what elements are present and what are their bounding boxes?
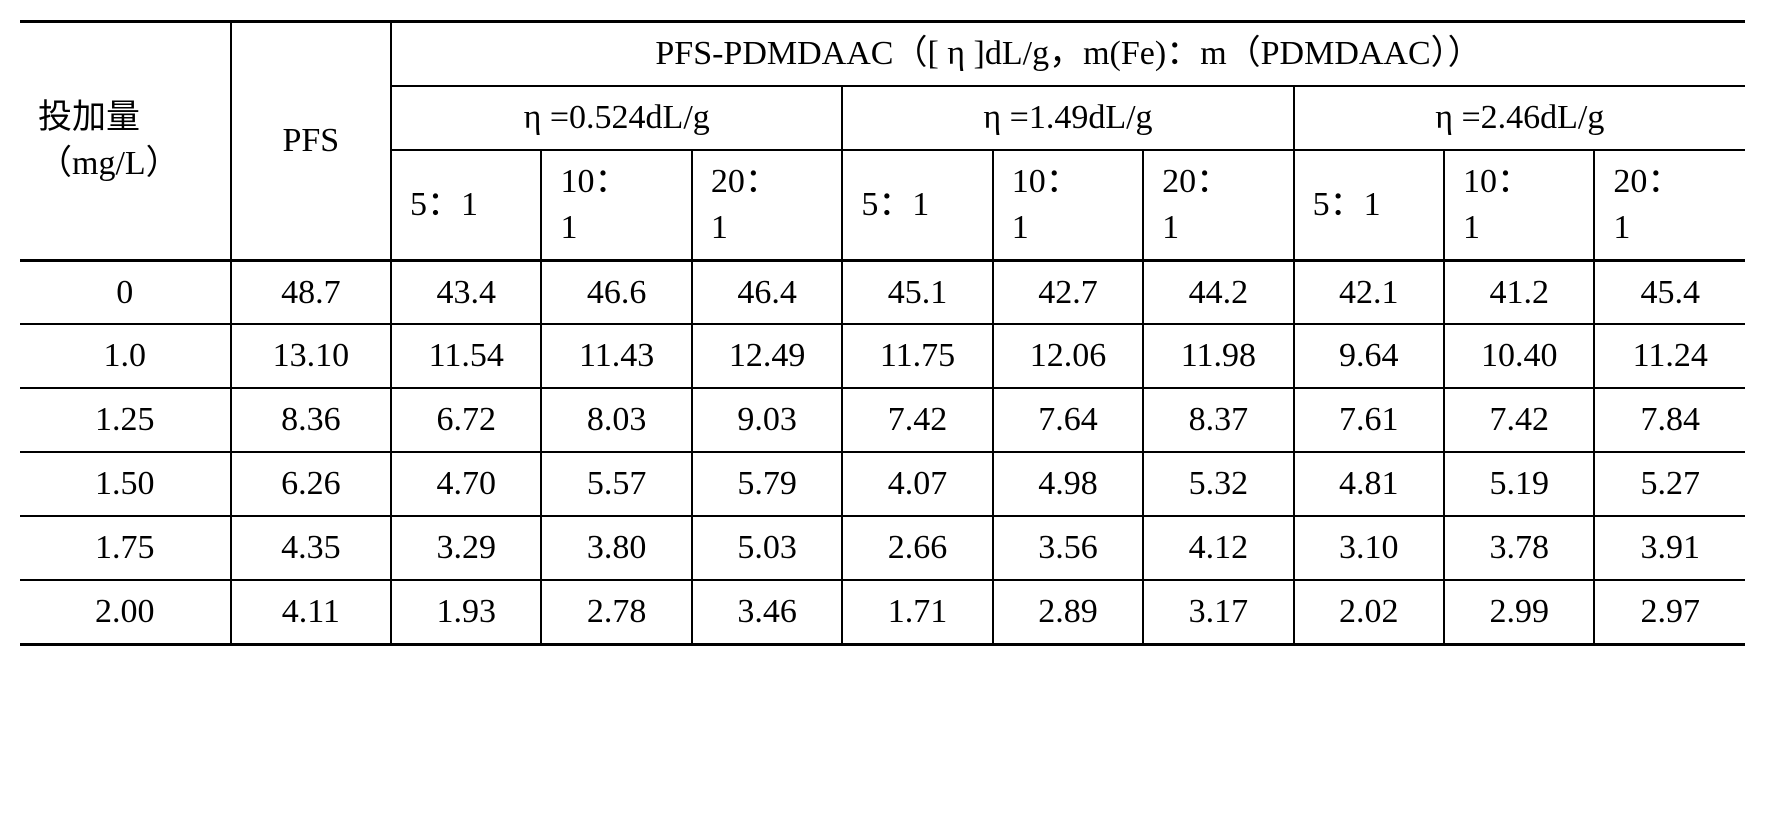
header-eta-0: η =0.524dL/g xyxy=(391,86,842,150)
table-row: 048.743.446.646.445.142.744.242.141.245.… xyxy=(20,260,1745,324)
cell-value: 42.1 xyxy=(1294,260,1444,324)
cell-value: 2.97 xyxy=(1594,580,1745,644)
table-header: 投加量 （mg/L） PFS PFS-PDMDAAC（[ η ]dL/g，m(F… xyxy=(20,22,1745,261)
cell-value: 4.12 xyxy=(1143,516,1293,580)
cell-value: 11.98 xyxy=(1143,324,1293,388)
cell-value: 8.37 xyxy=(1143,388,1293,452)
header-ratio-2-0: 5：1 xyxy=(1294,150,1444,260)
cell-value: 4.07 xyxy=(842,452,992,516)
header-eta-1: η =1.49dL/g xyxy=(842,86,1293,150)
cell-value: 2.78 xyxy=(541,580,691,644)
header-eta-2: η =2.46dL/g xyxy=(1294,86,1745,150)
cell-pfs: 8.36 xyxy=(231,388,391,452)
cell-dose: 0 xyxy=(20,260,231,324)
table-body: 048.743.446.646.445.142.744.242.141.245.… xyxy=(20,260,1745,644)
cell-value: 46.6 xyxy=(541,260,691,324)
cell-value: 11.54 xyxy=(391,324,541,388)
cell-dose: 1.0 xyxy=(20,324,231,388)
cell-value: 4.81 xyxy=(1294,452,1444,516)
header-ratio-1-0: 5：1 xyxy=(842,150,992,260)
table-row: 1.258.366.728.039.037.427.648.377.617.42… xyxy=(20,388,1745,452)
cell-value: 3.56 xyxy=(993,516,1143,580)
cell-value: 42.7 xyxy=(993,260,1143,324)
cell-value: 7.84 xyxy=(1594,388,1745,452)
cell-value: 5.19 xyxy=(1444,452,1594,516)
header-ratio-0-2: 20：1 xyxy=(692,150,842,260)
cell-value: 3.10 xyxy=(1294,516,1444,580)
cell-value: 1.71 xyxy=(842,580,992,644)
cell-value: 44.2 xyxy=(1143,260,1293,324)
cell-value: 2.66 xyxy=(842,516,992,580)
cell-value: 2.99 xyxy=(1444,580,1594,644)
cell-value: 3.78 xyxy=(1444,516,1594,580)
cell-value: 2.89 xyxy=(993,580,1143,644)
cell-value: 10.40 xyxy=(1444,324,1594,388)
cell-value: 8.03 xyxy=(541,388,691,452)
cell-dose: 1.25 xyxy=(20,388,231,452)
table-row: 2.004.111.932.783.461.712.893.172.022.99… xyxy=(20,580,1745,644)
header-ratio-2-2: 20：1 xyxy=(1594,150,1745,260)
cell-value: 6.72 xyxy=(391,388,541,452)
cell-pfs: 13.10 xyxy=(231,324,391,388)
cell-value: 3.17 xyxy=(1143,580,1293,644)
cell-value: 9.03 xyxy=(692,388,842,452)
cell-value: 11.24 xyxy=(1594,324,1745,388)
cell-dose: 1.75 xyxy=(20,516,231,580)
cell-value: 7.42 xyxy=(1444,388,1594,452)
cell-value: 43.4 xyxy=(391,260,541,324)
table-row: 1.013.1011.5411.4312.4911.7512.0611.989.… xyxy=(20,324,1745,388)
cell-value: 5.79 xyxy=(692,452,842,516)
header-dose-line1: 投加量 xyxy=(38,99,140,136)
cell-value: 11.43 xyxy=(541,324,691,388)
cell-pfs: 4.11 xyxy=(231,580,391,644)
cell-value: 7.64 xyxy=(993,388,1143,452)
cell-value: 3.46 xyxy=(692,580,842,644)
cell-value: 46.4 xyxy=(692,260,842,324)
cell-value: 5.27 xyxy=(1594,452,1745,516)
header-group-title: PFS-PDMDAAC（[ η ]dL/g，m(Fe)：m（PDMDAAC）） xyxy=(391,22,1745,86)
cell-pfs: 48.7 xyxy=(231,260,391,324)
header-ratio-1-1: 10：1 xyxy=(993,150,1143,260)
cell-value: 5.03 xyxy=(692,516,842,580)
cell-value: 3.80 xyxy=(541,516,691,580)
header-ratio-0-1: 10：1 xyxy=(541,150,691,260)
cell-value: 45.4 xyxy=(1594,260,1745,324)
cell-value: 5.57 xyxy=(541,452,691,516)
cell-value: 12.06 xyxy=(993,324,1143,388)
header-pfs: PFS xyxy=(231,22,391,261)
cell-value: 1.93 xyxy=(391,580,541,644)
cell-pfs: 6.26 xyxy=(231,452,391,516)
table-row: 1.506.264.705.575.794.074.985.324.815.19… xyxy=(20,452,1745,516)
cell-value: 7.42 xyxy=(842,388,992,452)
cell-value: 3.29 xyxy=(391,516,541,580)
pfs-pdmdaac-table: 投加量 （mg/L） PFS PFS-PDMDAAC（[ η ]dL/g，m(F… xyxy=(20,20,1745,646)
header-dose: 投加量 （mg/L） xyxy=(20,22,231,261)
cell-value: 41.2 xyxy=(1444,260,1594,324)
header-ratio-0-0: 5：1 xyxy=(391,150,541,260)
cell-value: 5.32 xyxy=(1143,452,1293,516)
cell-value: 12.49 xyxy=(692,324,842,388)
cell-dose: 1.50 xyxy=(20,452,231,516)
cell-value: 2.02 xyxy=(1294,580,1444,644)
cell-value: 7.61 xyxy=(1294,388,1444,452)
cell-dose: 2.00 xyxy=(20,580,231,644)
header-ratio-1-2: 20：1 xyxy=(1143,150,1293,260)
cell-value: 4.70 xyxy=(391,452,541,516)
cell-value: 9.64 xyxy=(1294,324,1444,388)
cell-value: 3.91 xyxy=(1594,516,1745,580)
table-row: 1.754.353.293.805.032.663.564.123.103.78… xyxy=(20,516,1745,580)
cell-value: 45.1 xyxy=(842,260,992,324)
cell-value: 4.98 xyxy=(993,452,1143,516)
header-ratio-2-1: 10：1 xyxy=(1444,150,1594,260)
header-dose-line2: （mg/L） xyxy=(38,145,180,182)
cell-value: 11.75 xyxy=(842,324,992,388)
cell-pfs: 4.35 xyxy=(231,516,391,580)
